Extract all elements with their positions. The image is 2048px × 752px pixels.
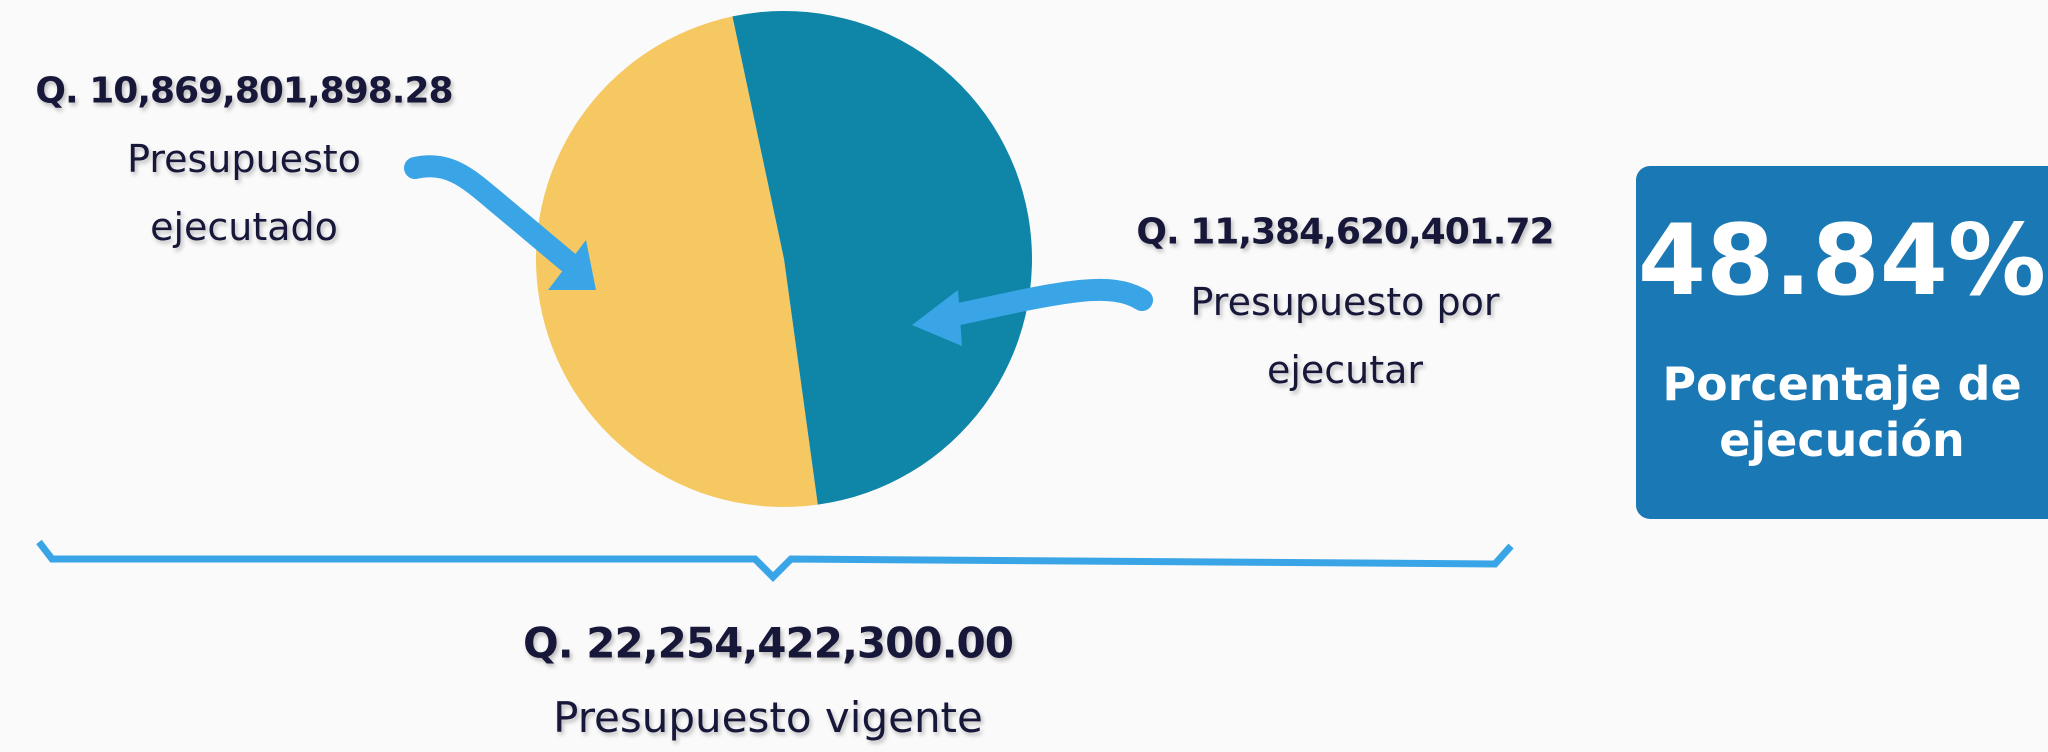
total-value: Q. 22,254,422,300.00: [522, 618, 1014, 668]
brace: [36, 539, 1514, 582]
arrow: [939, 278, 1153, 327]
category-label: Presupuesto por ejecutar: [1190, 280, 1500, 392]
total-label: Presupuesto vigente: [553, 693, 983, 742]
pie-slice: [732, 10, 1033, 505]
kpi-box: 48.84% Porcentaje de ejecución: [1636, 166, 2048, 519]
value-label: Q. 10,869,801,898.28: [35, 70, 453, 112]
category-label: Presupuesto ejecutado: [127, 137, 361, 249]
kpi-value: 48.84%: [1637, 204, 2047, 318]
arrow-head: [548, 240, 596, 290]
arrow-head: [912, 290, 962, 346]
arrow: [404, 155, 579, 273]
pie: [536, 10, 1033, 507]
value-label: Q. 11,384,620,401.72: [1136, 211, 1554, 253]
kpi-label: Porcentaje de ejecución: [1662, 357, 2022, 467]
pie-slice: [536, 16, 818, 507]
